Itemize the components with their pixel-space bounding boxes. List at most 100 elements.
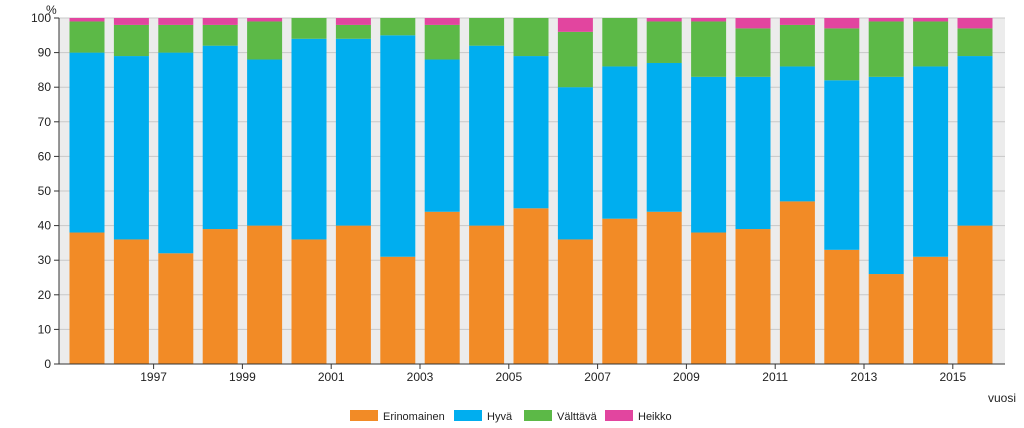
y-tick-label: 60 [38, 149, 52, 163]
bar-segment [868, 18, 904, 22]
bar-segment [557, 31, 593, 88]
bar-segment [113, 56, 149, 240]
bar-segment [691, 232, 727, 364]
bar-segment [69, 232, 105, 364]
x-tick-label: 2015 [939, 370, 966, 384]
bar-segment [335, 38, 371, 226]
bar-segment [424, 24, 460, 60]
bar-segment [513, 56, 549, 209]
bar-segment [735, 76, 771, 230]
bar-segment [158, 52, 194, 254]
bars [69, 18, 993, 364]
y-tick-label: 20 [38, 288, 52, 302]
bar-segment [335, 225, 371, 364]
bar-segment [735, 18, 771, 29]
bar-segment [424, 59, 460, 212]
bar-segment [735, 229, 771, 364]
bar-segment [957, 225, 993, 364]
bar-segment [424, 211, 460, 364]
bar-segment [646, 21, 682, 63]
bar-segment [335, 24, 371, 39]
y-axis-label: % [46, 3, 57, 17]
bar-segment [335, 18, 371, 25]
bar-segment [291, 38, 327, 240]
bar-segment [868, 76, 904, 275]
x-tick-label: 2003 [407, 370, 434, 384]
bar-segment [247, 225, 283, 364]
bar-segment [380, 18, 416, 36]
legend: Erinomainen Hyvä Välttävä Heikko [350, 410, 672, 423]
x-tick-label: 2009 [673, 370, 700, 384]
y-tick-label: 40 [38, 219, 52, 233]
y-tick-label: 80 [38, 80, 52, 94]
bar-segment [868, 21, 904, 77]
bar-segment [158, 18, 194, 25]
bar-segment [557, 18, 593, 32]
bar-segment [602, 66, 638, 219]
y-tick-label: 70 [38, 115, 52, 129]
bar-segment [913, 66, 949, 257]
bar-segment [69, 18, 105, 22]
bar-segment [113, 18, 149, 25]
bar-segment [557, 87, 593, 240]
bar-segment [69, 21, 105, 53]
bar-segment [646, 18, 682, 22]
bar-segment [158, 253, 194, 364]
y-tick-label: 50 [38, 184, 52, 198]
bar-segment [824, 80, 860, 250]
legend-label: Heikko [638, 411, 672, 423]
bar-segment [202, 18, 238, 25]
bar-segment [957, 18, 993, 29]
x-tick-label: 2007 [584, 370, 611, 384]
legend-swatch [350, 410, 378, 421]
axes: 0 10 20 30 40 50 60 70 80 90 100 1997 1999 2001 2003 20… [31, 11, 1005, 384]
bar-segment [646, 211, 682, 364]
bar-segment [380, 256, 416, 364]
x-tick-label: 2001 [318, 370, 345, 384]
bar-segment [469, 18, 505, 46]
bar-segment [291, 239, 327, 364]
bar-segment [247, 59, 283, 226]
bar-segment [602, 18, 638, 67]
bar-segment [735, 28, 771, 77]
bar-segment [913, 21, 949, 67]
bar-segment [113, 239, 149, 364]
y-tick-label: 90 [38, 46, 52, 60]
bar-segment [691, 76, 727, 233]
bar-segment [779, 201, 815, 364]
bar-segment [424, 18, 460, 25]
bar-segment [557, 239, 593, 364]
legend-label: Hyvä [487, 411, 513, 423]
bar-segment [469, 45, 505, 226]
bar-segment [113, 24, 149, 57]
y-tick-label: 30 [38, 253, 52, 267]
legend-swatch [454, 410, 482, 421]
bar-segment [513, 18, 549, 57]
legend-swatch [524, 410, 552, 421]
legend-label: Välttävä [557, 411, 598, 423]
x-tick-label: 1999 [229, 370, 256, 384]
legend-swatch [605, 410, 633, 421]
x-tick-label: 2005 [495, 370, 522, 384]
bar-segment [779, 24, 815, 67]
bar-segment [69, 52, 105, 233]
x-tick-label: 1997 [140, 370, 167, 384]
bar-segment [247, 18, 283, 22]
x-tick-label: 2011 [762, 370, 788, 384]
bar-segment [513, 208, 549, 364]
bar-segment [824, 18, 860, 29]
bar-segment [602, 218, 638, 364]
bar-segment [913, 256, 949, 364]
bar-segment [202, 229, 238, 364]
y-tick-label: 100 [31, 11, 51, 25]
bar-segment [913, 18, 949, 22]
bar-segment [957, 56, 993, 226]
bar-segment [202, 45, 238, 230]
bar-segment [779, 66, 815, 202]
bar-segment [779, 18, 815, 25]
bar-segment [202, 24, 238, 46]
x-axis-label: vuosi [988, 391, 1016, 405]
y-tick-label: 10 [38, 322, 52, 336]
